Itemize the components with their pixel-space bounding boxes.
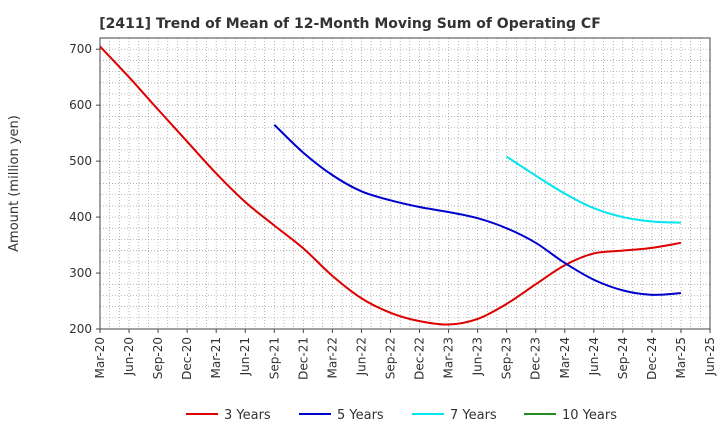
x-tick-label: Jun-21 [238, 337, 252, 376]
series-line-5-years [273, 124, 682, 296]
legend-label-10-years: 10 Years [562, 408, 617, 423]
y-tick-label: 500 [69, 154, 92, 168]
x-axis-ticks: Mar-20 Jun-20 Sep-20 Dec-20 Mar-21 Jun-21 Sep-… [93, 329, 717, 380]
x-tick-label: Mar-22 [325, 337, 339, 378]
x-tick-label: Sep-23 [500, 337, 514, 379]
x-tick-label: Jun-25 [703, 337, 717, 376]
x-tick-label: Sep-22 [383, 337, 397, 379]
x-tick-label: Dec-20 [180, 337, 194, 380]
series-line-7-years [506, 155, 681, 224]
chart-title: [2411] Trend of Mean of 12-Month Moving … [99, 16, 601, 32]
legend-label-3-years: 3 Years [224, 408, 271, 423]
x-tick-label: Dec-22 [413, 337, 427, 380]
x-tick-label: Mar-21 [209, 337, 223, 378]
x-tick-label: Mar-24 [558, 337, 572, 378]
grid-lines [99, 37, 711, 330]
x-tick-label: Mar-23 [442, 337, 456, 378]
plot-frame [99, 37, 711, 330]
y-tick-label: 600 [69, 98, 92, 112]
y-axis-ticks: 200 300 400 500 600 700 [69, 42, 100, 336]
x-tick-label: Sep-21 [267, 337, 281, 379]
series-line-3-years [99, 45, 682, 326]
x-tick-label: Jun-23 [471, 337, 485, 376]
legend-label-5-years: 5 Years [337, 408, 384, 423]
y-axis-title: Amount (million yen) [7, 115, 22, 252]
x-tick-label: Sep-24 [616, 337, 630, 379]
y-tick-label: 700 [69, 42, 92, 56]
x-tick-label: Jun-22 [354, 337, 368, 376]
x-tick-label: Mar-20 [93, 337, 107, 378]
legend: 3 Years 5 Years 7 Years 10 Years [186, 408, 617, 423]
x-tick-label: Mar-25 [674, 337, 688, 378]
legend-label-7-years: 7 Years [450, 408, 497, 423]
x-tick-label: Jun-24 [587, 337, 601, 376]
x-tick-label: Jun-20 [122, 337, 136, 376]
y-tick-label: 300 [69, 266, 92, 280]
x-tick-label: Sep-20 [151, 337, 165, 379]
x-tick-label: Dec-21 [296, 337, 310, 380]
x-tick-label: Dec-24 [645, 337, 659, 380]
x-tick-label: Dec-23 [529, 337, 543, 380]
series-layer [99, 45, 682, 326]
y-tick-label: 400 [69, 210, 92, 224]
y-tick-label: 200 [69, 322, 92, 336]
